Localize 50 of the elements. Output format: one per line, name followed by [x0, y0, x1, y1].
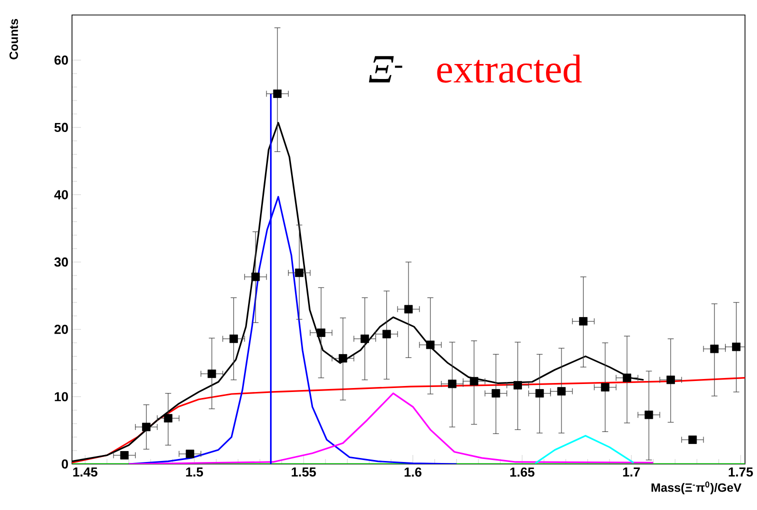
x-tick-label: 1.6 — [404, 468, 422, 477]
point — [251, 272, 260, 282]
point — [579, 317, 588, 326]
x-tick-label: 1.75 — [728, 468, 753, 477]
point — [295, 268, 304, 278]
point — [273, 90, 282, 98]
x-tick-label: 1.5 — [186, 468, 204, 477]
x-tick-label: 1.55 — [292, 468, 316, 477]
line-series — [72, 377, 746, 464]
y-tick-label: 40 — [54, 190, 68, 200]
x-axis-title: Mass(Ξ$^{-}$π$^{0}$)/GeV — [652, 482, 742, 494]
point — [644, 410, 654, 420]
point — [164, 414, 172, 422]
annotation: Ξ$^{-}$ — [368, 56, 402, 82]
y-tick-label: 50 — [54, 122, 68, 132]
y-tick-label: 0 — [62, 459, 68, 469]
point — [426, 340, 435, 350]
point — [688, 436, 697, 444]
y-tick-label: 30 — [54, 257, 68, 267]
y-tick-label: 20 — [54, 324, 68, 334]
point — [316, 328, 326, 337]
x-tick-label: 1.65 — [510, 468, 534, 477]
point — [120, 451, 129, 460]
point — [208, 370, 216, 378]
point — [229, 334, 238, 343]
point — [186, 450, 194, 458]
point — [600, 383, 610, 392]
y-tick-label: 10 — [54, 392, 68, 402]
point — [338, 354, 348, 363]
point — [360, 334, 369, 343]
point — [448, 380, 456, 388]
point — [557, 387, 566, 396]
annotation: extracted — [437, 54, 582, 83]
point — [514, 381, 522, 390]
point — [142, 422, 150, 432]
line-series — [128, 392, 654, 464]
point — [492, 389, 500, 398]
point — [382, 330, 391, 338]
y-tick-label: 60 — [54, 55, 68, 65]
point — [622, 374, 632, 382]
point — [710, 344, 719, 354]
x-tick-label: 1.45 — [73, 468, 98, 477]
y-axis-title: Counts — [10, 18, 18, 60]
line-series — [534, 434, 634, 464]
point — [732, 342, 740, 352]
point — [535, 389, 544, 398]
point — [470, 377, 478, 386]
x-tick-label: 1.7 — [623, 468, 640, 476]
point — [404, 304, 413, 314]
point — [666, 376, 675, 384]
